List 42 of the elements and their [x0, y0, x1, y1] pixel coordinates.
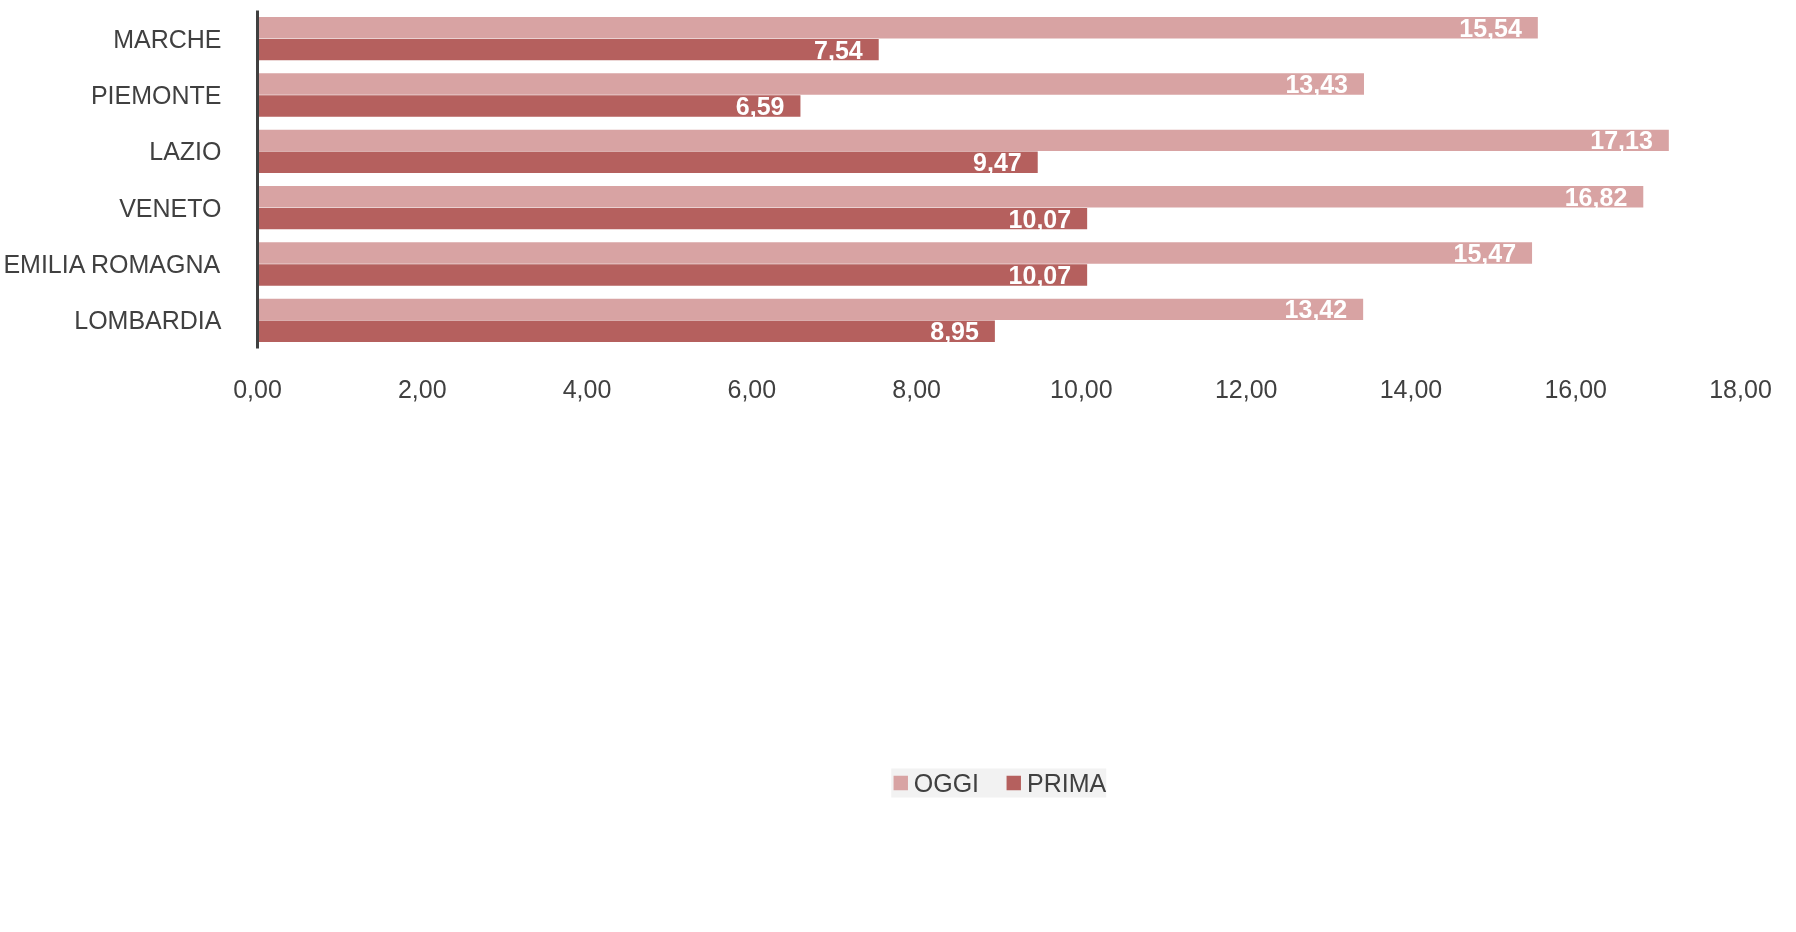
bar: [257, 242, 1533, 264]
data-label: 13,42: [1284, 295, 1348, 324]
y-tick-label: LAZIO: [149, 137, 222, 166]
x-tick-label: 10,00: [1050, 374, 1113, 403]
x-tick-label: 14,00: [1379, 374, 1443, 403]
bar: [257, 73, 1364, 95]
bar: [257, 38, 879, 61]
x-tick-label: 0,00: [233, 374, 282, 403]
bar: [257, 151, 1038, 174]
bar: [257, 129, 1669, 152]
bar: [257, 264, 1088, 286]
legend-label: PRIMA: [1027, 768, 1107, 798]
x-tick-label: 16,00: [1544, 374, 1607, 403]
data-label: 10,07: [1008, 260, 1072, 289]
x-tick-label: 4,00: [562, 374, 612, 403]
data-label: 8,95: [930, 317, 979, 346]
x-tick-label: 12,00: [1214, 374, 1278, 403]
data-label: 15,47: [1453, 239, 1517, 268]
x-tick-label: 6,00: [727, 374, 777, 403]
y-tick-label: VENETO: [119, 193, 222, 222]
x-tick-label: 8,00: [892, 374, 941, 403]
data-label: 7,54: [814, 35, 863, 64]
data-label: 6,59: [735, 91, 785, 120]
x-tick-label: 2,00: [397, 374, 447, 403]
x-tick-label: 18,00: [1709, 374, 1772, 403]
bar: [257, 298, 1364, 321]
y-tick-label: MARCHE: [113, 24, 222, 53]
data-label: 10,07: [1008, 204, 1072, 233]
bar: [257, 207, 1088, 230]
bar: [257, 95, 801, 117]
bar: [257, 185, 1644, 208]
data-label: 16,82: [1564, 182, 1628, 211]
y-tick-label: LOMBARDIA: [74, 306, 222, 335]
data-label: 17,13: [1590, 126, 1653, 155]
bar: [257, 16, 1538, 39]
legend-label: OGGI: [913, 768, 980, 798]
data-label: 15,54: [1459, 13, 1522, 42]
y-tick-label: EMILIA ROMAGNA: [3, 250, 221, 278]
y-tick-label: PIEMONTE: [90, 81, 222, 109]
bar: [257, 320, 995, 343]
data-label: 9,47: [973, 148, 1022, 177]
data-label: 13,43: [1285, 70, 1348, 99]
